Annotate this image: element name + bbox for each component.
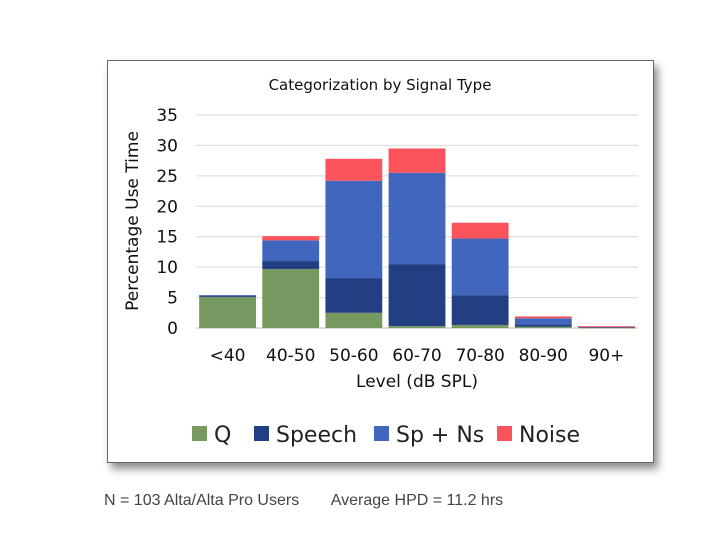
chart-frame: Categorization by Signal Type 0 5 10 15 20 25 3… <box>107 60 654 463</box>
x-tick-label: 90+ <box>588 346 624 366</box>
bar-segment-speech <box>325 278 383 313</box>
footer: N = 103 Alta/Alta Pro Users Average HPD … <box>104 492 531 510</box>
bar-segment-speech <box>451 295 509 325</box>
bar-segment-noise <box>325 158 383 181</box>
stacked-bar-chart: Categorization by Signal Type 0 5 10 15 20 25 3… <box>123 76 638 448</box>
legend-label: Sp + Ns <box>396 423 484 448</box>
legend-swatch <box>254 426 269 441</box>
bar-segment-spns <box>325 180 383 279</box>
bar-segment-q <box>388 326 446 328</box>
bar-segment-q <box>578 327 635 329</box>
bar-segment-speech <box>262 261 320 269</box>
legend-swatch <box>192 426 207 441</box>
legend-swatch <box>497 426 512 441</box>
bar-segment-noise <box>388 148 446 173</box>
footer-user-count: N = 103 Alta/Alta Pro Users <box>104 492 300 509</box>
y-tick-label: 5 <box>167 289 178 309</box>
x-tick-label: <40 <box>210 346 246 366</box>
y-tick-label: 25 <box>156 167 178 187</box>
bar-segment-speech <box>388 264 446 327</box>
chart-title: Categorization by Signal Type <box>269 76 492 94</box>
legend-label: Q <box>214 423 231 448</box>
bar-segment-q <box>451 324 509 328</box>
bar-segment-noise <box>451 222 509 239</box>
bar-segment-spns <box>262 240 320 262</box>
x-tick-label: 70-80 <box>455 346 504 366</box>
x-tick-label: 60-70 <box>392 346 441 366</box>
bar-segment-q <box>514 326 572 328</box>
bar-segment-spns <box>514 318 572 325</box>
x-tick-label: 40-50 <box>266 346 315 366</box>
y-axis-label: Percentage Use Time <box>123 131 143 311</box>
bar-segment-q <box>325 312 383 328</box>
bar-segment-noise <box>262 236 320 241</box>
bar-segment-noise <box>514 316 572 319</box>
x-tick-label: 50-60 <box>329 346 378 366</box>
legend-swatch <box>374 426 389 441</box>
bar-segment-speech <box>514 324 572 327</box>
y-tick-label: 30 <box>156 136 178 156</box>
bar-segment-noise <box>578 326 635 328</box>
y-tick-label: 35 <box>156 106 178 126</box>
y-tick-label: 15 <box>156 228 178 248</box>
y-tick-label: 20 <box>156 197 178 217</box>
bar-segment-q <box>262 268 320 328</box>
bar-segment-spns <box>388 172 446 265</box>
bar-segment-spns <box>451 238 509 296</box>
y-tick-label: 0 <box>167 319 178 339</box>
y-tick-label: 10 <box>156 258 178 278</box>
bar-segment-speech <box>199 295 256 297</box>
legend-label: Speech <box>276 423 357 448</box>
footer-average-hpd: Average HPD = 11.2 hrs <box>330 492 504 509</box>
legend-label: Noise <box>519 423 580 448</box>
bar-segment-q <box>199 296 256 328</box>
bar-segment-spns <box>199 295 256 297</box>
x-tick-label: 80-90 <box>519 346 568 366</box>
x-axis-label: Level (dB SPL) <box>356 372 478 392</box>
